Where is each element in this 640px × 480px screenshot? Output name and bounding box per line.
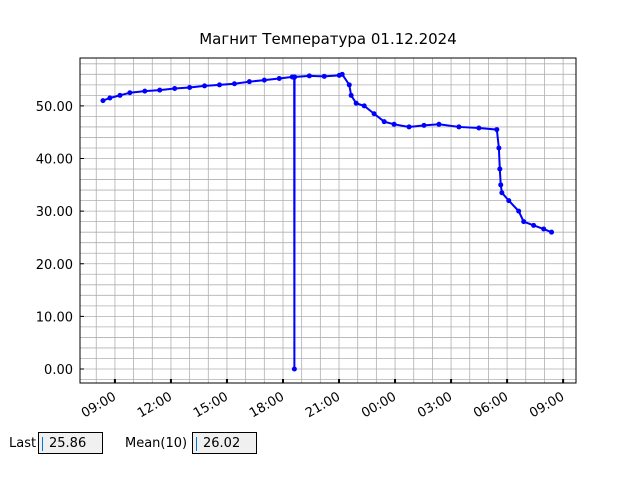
x-tick-label: 00:00 [359, 389, 399, 420]
data-point [142, 88, 148, 94]
data-point [476, 125, 482, 131]
data-point [406, 124, 412, 130]
data-point [506, 198, 512, 204]
x-tick-label: 06:00 [471, 389, 511, 420]
x-tick-label: 12:00 [135, 389, 175, 420]
last-field[interactable]: 25.86 [38, 432, 103, 454]
data-point [499, 190, 505, 196]
data-point [456, 124, 462, 130]
y-tick-label: 20.00 [36, 258, 73, 273]
data-point [276, 76, 282, 82]
y-tick-label: 10.00 [36, 310, 73, 325]
data-point [202, 83, 208, 89]
data-point [531, 222, 537, 228]
data-point [107, 95, 113, 101]
data-point [521, 219, 527, 225]
data-point [291, 366, 297, 372]
data-point [348, 92, 354, 98]
x-tick-label: 03:00 [415, 389, 455, 420]
x-tick-label: 15:00 [191, 389, 231, 420]
data-point [436, 121, 442, 127]
data-point [541, 226, 547, 232]
data-point [246, 79, 252, 85]
plot-frame [79, 57, 577, 384]
data-point [497, 166, 503, 172]
y-tick-label: 40.00 [36, 153, 73, 168]
x-tick-label: 09:00 [527, 389, 567, 420]
data-point [127, 90, 133, 96]
mean-field[interactable]: 26.02 [192, 432, 257, 454]
data-point [172, 86, 178, 92]
y-tick-label: 50.00 [36, 100, 73, 115]
data-point [421, 122, 427, 128]
data-point [361, 103, 367, 109]
data-point [292, 74, 298, 80]
data-point [117, 92, 123, 98]
data-point [100, 98, 106, 104]
data-point [494, 127, 500, 133]
data-point [381, 119, 387, 125]
chart-title: Магнит Температура 01.12.2024 [199, 30, 457, 48]
data-point [498, 182, 504, 188]
data-point [231, 81, 237, 87]
data-point [157, 87, 163, 93]
mean-label: Mean(10) [125, 436, 188, 451]
data-point [391, 121, 397, 127]
data-point [339, 71, 345, 77]
data-point [321, 73, 327, 79]
data-point [187, 84, 193, 90]
chart: Магнит Температура 01.12.2024 0.00 10.00 2… [36, 30, 577, 420]
last-label: Last [9, 436, 37, 451]
data-point [261, 77, 267, 83]
data-point [346, 82, 352, 88]
data-point [353, 100, 359, 106]
data-point [496, 145, 502, 151]
data-point [371, 111, 377, 117]
data-point [549, 229, 555, 235]
y-tick-label: 0.00 [44, 363, 73, 378]
x-tick-label: 21:00 [303, 389, 343, 420]
data-point [516, 208, 522, 214]
data-point [306, 73, 312, 79]
x-tick-label: 09:00 [79, 389, 119, 420]
data-point [217, 82, 222, 88]
y-tick-label: 30.00 [36, 205, 73, 220]
x-tick-label: 18:00 [247, 389, 287, 420]
